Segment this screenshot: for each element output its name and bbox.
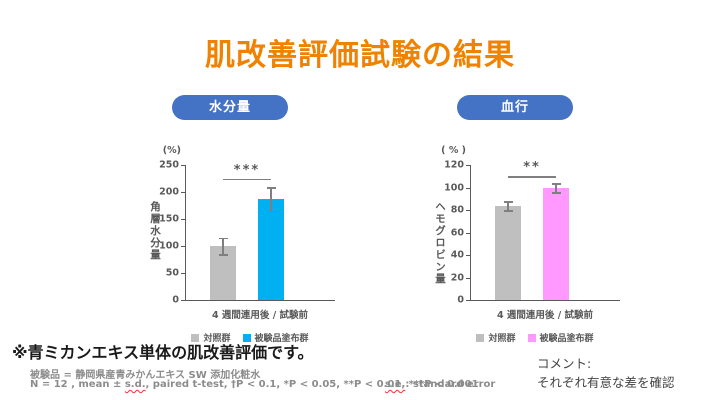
legend-label: 被験品塗布群 bbox=[254, 334, 309, 344]
moisture-y-axis-title: 角層水分量 bbox=[149, 201, 161, 261]
significance-line bbox=[223, 178, 271, 180]
y-tick-label: 0 bbox=[457, 294, 464, 306]
y-tick-mark bbox=[181, 219, 185, 220]
legend-label: 被験品塗布群 bbox=[539, 334, 594, 344]
legend-item-test: 被験品塗布群 bbox=[242, 331, 309, 344]
chart-panel-circulation: 血行 ヘモグロビン量 ( % ) 4 週間連用後 / 試験前 0 20 40 60 80… bbox=[420, 95, 650, 365]
evaluation-note: ※青ミカンエキス単体の肌改善評価です。 bbox=[12, 343, 314, 362]
comment-title: コメント: bbox=[537, 356, 592, 371]
significance-line bbox=[508, 176, 556, 178]
error-bar-cap bbox=[218, 237, 228, 240]
y-tick-label: 40 bbox=[450, 249, 464, 261]
error-bar-cap bbox=[503, 201, 513, 203]
y-tick-label: 100 bbox=[444, 182, 464, 193]
error-bar-cap bbox=[551, 192, 561, 194]
y-tick-label: 200 bbox=[159, 186, 179, 198]
y-tick-mark bbox=[466, 300, 470, 301]
y-tick-mark bbox=[466, 232, 470, 234]
error-bar-cap bbox=[266, 210, 276, 213]
footnote-se: s.e.: standard error bbox=[385, 379, 495, 390]
chart-panel-moisture: 水分量 角層水分量 (%) 4 週間連用後 / 試験前 0 50 100 150 200… bbox=[135, 95, 365, 365]
circulation-x-axis-label: 4 週間連用後 / 試験前 bbox=[496, 310, 593, 321]
y-tick-label: 80 bbox=[450, 204, 464, 216]
y-axis-line bbox=[470, 165, 471, 300]
y-tick-label: 150 bbox=[159, 213, 179, 225]
error-bar-line bbox=[555, 183, 557, 192]
y-tick-label: 50 bbox=[165, 267, 179, 279]
comment-body: それぞれ有意な差を確認 bbox=[537, 374, 675, 390]
legend-item-control: 対照群 bbox=[476, 331, 516, 344]
legend-label: 対照群 bbox=[488, 334, 516, 344]
control-swatch bbox=[191, 333, 200, 342]
moisture-unit-label: (%) bbox=[162, 145, 181, 156]
se-rest: : standard error bbox=[405, 379, 496, 390]
y-tick-mark bbox=[181, 300, 185, 301]
moisture-badge: 水分量 bbox=[172, 95, 288, 120]
footnote-sample: 被験品 = 静岡県産青みかんエキス SW 添加化粧水 bbox=[30, 370, 261, 381]
y-tick-label: 60 bbox=[450, 227, 464, 238]
error-bar-cap bbox=[266, 187, 276, 189]
y-tick-label: 20 bbox=[450, 272, 464, 283]
significance-stars: ** bbox=[523, 160, 541, 176]
circulation-badge: 血行 bbox=[457, 95, 573, 120]
footnote-stats-post: , paired t-test, †P < 0.1, *P < 0.05, **… bbox=[145, 379, 479, 390]
test-swatch bbox=[527, 333, 536, 342]
footnote-stats: N = 12 , mean ± s.d., paired t-test, †P … bbox=[30, 379, 479, 390]
moisture-x-axis-label: 4 週間連用後 / 試験前 bbox=[211, 310, 308, 321]
bar bbox=[495, 205, 521, 300]
y-tick-label: 120 bbox=[444, 159, 464, 171]
footnote-sd-term: s.d. bbox=[124, 379, 146, 390]
error-bar-cap bbox=[218, 254, 228, 256]
y-tick-mark bbox=[466, 210, 470, 211]
y-tick-label: 100 bbox=[159, 240, 179, 252]
legend-label: 対照群 bbox=[203, 334, 231, 344]
circulation-unit-label: ( % ) bbox=[441, 145, 466, 156]
comment-box: コメント: それぞれ有意な差を確認 bbox=[537, 355, 675, 393]
y-tick-mark bbox=[466, 187, 470, 189]
significance-stars: *** bbox=[233, 162, 261, 178]
x-axis-line bbox=[185, 300, 335, 301]
y-tick-mark bbox=[466, 277, 470, 279]
footnote-stats-pre: N = 12 , mean ± bbox=[30, 379, 125, 390]
moisture-legend: 対照群 被験品塗布群 bbox=[135, 331, 365, 344]
y-tick-mark bbox=[466, 255, 470, 256]
error-bar-line bbox=[270, 187, 272, 211]
x-axis-line bbox=[470, 300, 620, 301]
legend-item-control: 対照群 bbox=[191, 331, 231, 344]
circulation-legend: 対照群 被験品塗布群 bbox=[420, 331, 650, 344]
circulation-y-axis-title: ヘモグロビン量 bbox=[434, 201, 446, 285]
page-title: 肌改善評価試験の結果 bbox=[205, 38, 515, 73]
legend-item-test: 被験品塗布群 bbox=[527, 331, 594, 344]
y-tick-mark bbox=[466, 165, 470, 166]
y-tick-mark bbox=[181, 273, 185, 274]
error-bar-line bbox=[222, 237, 224, 255]
y-tick-label: 250 bbox=[159, 159, 179, 171]
moisture-plot: (%) 4 週間連用後 / 試験前 0 50 100 150 200 250 *** bbox=[135, 145, 365, 325]
y-tick-mark bbox=[181, 165, 185, 166]
error-bar-cap bbox=[503, 210, 513, 212]
control-swatch bbox=[476, 333, 485, 342]
test-swatch bbox=[242, 333, 251, 342]
y-tick-label: 0 bbox=[172, 294, 179, 306]
y-tick-mark bbox=[181, 246, 185, 247]
bar bbox=[258, 199, 284, 300]
y-axis-line bbox=[185, 165, 186, 300]
circulation-plot: ( % ) 4 週間連用後 / 試験前 0 20 40 60 80 100 120 ** bbox=[420, 145, 650, 325]
y-tick-mark bbox=[181, 192, 185, 193]
bar bbox=[543, 187, 569, 300]
error-bar-cap bbox=[551, 183, 561, 185]
se-term: s.e. bbox=[385, 379, 406, 390]
error-bar-line bbox=[507, 201, 509, 210]
